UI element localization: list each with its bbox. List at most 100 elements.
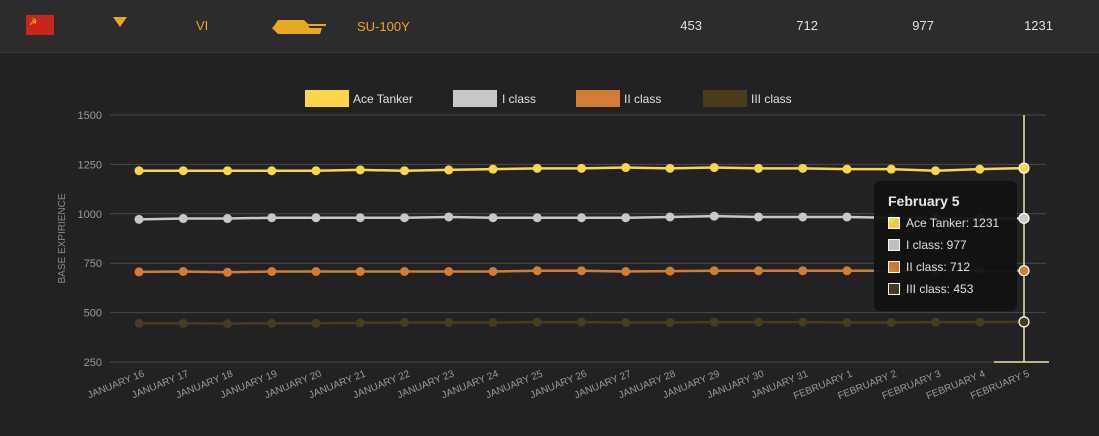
- second-class-point: [355, 266, 365, 276]
- stat-ace-tanker: 1231: [1024, 18, 1053, 33]
- ace-point: [400, 166, 409, 176]
- first-class-point: [400, 213, 409, 223]
- second-class-point: [134, 267, 144, 277]
- first-class-point: [311, 213, 321, 223]
- third-class-point: [709, 317, 719, 327]
- third-class-point: [1018, 316, 1030, 328]
- third-class-point: [754, 317, 763, 327]
- second-class-point: [267, 266, 277, 276]
- second-class-point: [532, 266, 542, 276]
- first-class-point: [754, 212, 763, 222]
- third-class-point: [798, 317, 808, 327]
- ace-point: [975, 164, 985, 174]
- second-class-point: [621, 266, 631, 276]
- ussr-flag-icon: ☭: [26, 15, 54, 35]
- second-class-point: [577, 266, 586, 276]
- tooltip-third-text: III class: 453: [906, 282, 974, 296]
- second-class-point: [223, 267, 232, 277]
- ace-point: [754, 163, 763, 173]
- second-class-swatch: [888, 261, 900, 273]
- third-class-point: [931, 317, 940, 327]
- second-class-point: [488, 266, 498, 276]
- second-class-point: [400, 266, 409, 276]
- ace-point: [709, 163, 719, 173]
- chart-tooltip: February 5 Ace Tanker: 1231 I class: 977…: [874, 181, 1017, 311]
- vehicle-row[interactable]: ☭ VI SU-100Y 453 712 977 1231: [0, 0, 1099, 53]
- third-class-point: [577, 317, 586, 327]
- stat-second-class: 712: [796, 18, 818, 33]
- y-tick-label: 500: [84, 308, 102, 320]
- ace-legend-swatch: [305, 90, 349, 107]
- second-class-point: [754, 266, 763, 276]
- second-class-point: [709, 266, 719, 276]
- y-tick-label: 250: [84, 357, 102, 369]
- third-class-point: [267, 318, 277, 328]
- y-axis-label: BASE EXPIRIENCE: [57, 193, 68, 283]
- second-class-point: [1018, 265, 1030, 277]
- third-class-point: [886, 317, 896, 327]
- stat-first-class: 977: [912, 18, 934, 33]
- second-class-point: [444, 266, 454, 276]
- third-class-legend-swatch: [703, 90, 747, 107]
- tier-label: VI: [196, 18, 209, 33]
- first-class-point: [577, 213, 586, 223]
- first-class-point: [178, 214, 188, 224]
- ace-point: [577, 163, 586, 173]
- tooltip-row-first: I class: 977: [888, 237, 967, 253]
- ace-point: [842, 164, 852, 174]
- first-class-point: [134, 214, 144, 224]
- ace-point: [223, 166, 232, 176]
- ace-point: [178, 166, 188, 176]
- dropdown-arrow-icon[interactable]: [113, 17, 127, 27]
- first-class-point: [488, 213, 498, 223]
- ace-point: [1018, 162, 1030, 174]
- third-class-point: [842, 317, 852, 327]
- ace-point: [886, 164, 896, 174]
- second-class-point: [178, 266, 188, 276]
- ace-point: [665, 163, 675, 173]
- td-tank-icon: [272, 20, 326, 34]
- tooltip-title: February 5: [888, 193, 960, 209]
- first-class-legend-swatch: [453, 90, 497, 107]
- third-class-point: [444, 317, 454, 327]
- third-class-point: [665, 317, 675, 327]
- second-class-legend-swatch: [576, 90, 620, 107]
- second-class-legend-label: II class: [624, 92, 661, 106]
- stat-third-class: 453: [680, 18, 702, 33]
- y-tick-label: 1250: [78, 159, 102, 171]
- first-class-point: [709, 211, 719, 221]
- third-class-swatch: [888, 283, 900, 295]
- third-class-point: [488, 317, 498, 327]
- second-class-point: [311, 266, 321, 276]
- ace-point: [931, 166, 940, 176]
- ace-swatch: [888, 217, 900, 229]
- y-tick-label: 1000: [78, 209, 102, 221]
- y-tick-label: 750: [84, 258, 102, 270]
- third-class-point: [311, 318, 321, 328]
- second-class-point: [665, 266, 675, 276]
- tooltip-ace-text: Ace Tanker: 1231: [906, 216, 1000, 230]
- third-class-point: [355, 318, 365, 328]
- tooltip-first-text: I class: 977: [906, 238, 967, 252]
- first-class-point: [267, 213, 277, 223]
- second-class-point: [842, 266, 852, 276]
- third-class-point: [134, 318, 144, 328]
- first-class-point: [665, 212, 675, 222]
- third-class-point: [532, 317, 542, 327]
- third-class-point: [975, 317, 985, 327]
- first-class-swatch: [888, 239, 900, 251]
- first-class-point: [223, 214, 232, 224]
- ace-point: [488, 164, 498, 174]
- ace-point: [267, 166, 277, 176]
- ace-legend-label: Ace Tanker: [353, 92, 413, 106]
- third-class-point: [400, 317, 409, 327]
- tooltip-row-third: III class: 453: [888, 281, 973, 297]
- first-class-legend-label: I class: [502, 92, 536, 106]
- first-class-point: [798, 212, 808, 222]
- ace-point: [355, 165, 365, 175]
- first-class-point: [1018, 212, 1030, 224]
- tooltip-row-ace: Ace Tanker: 1231: [888, 215, 999, 231]
- ace-point: [621, 163, 631, 173]
- y-tick-label: 1500: [78, 110, 102, 122]
- tooltip-row-second: II class: 712: [888, 259, 970, 275]
